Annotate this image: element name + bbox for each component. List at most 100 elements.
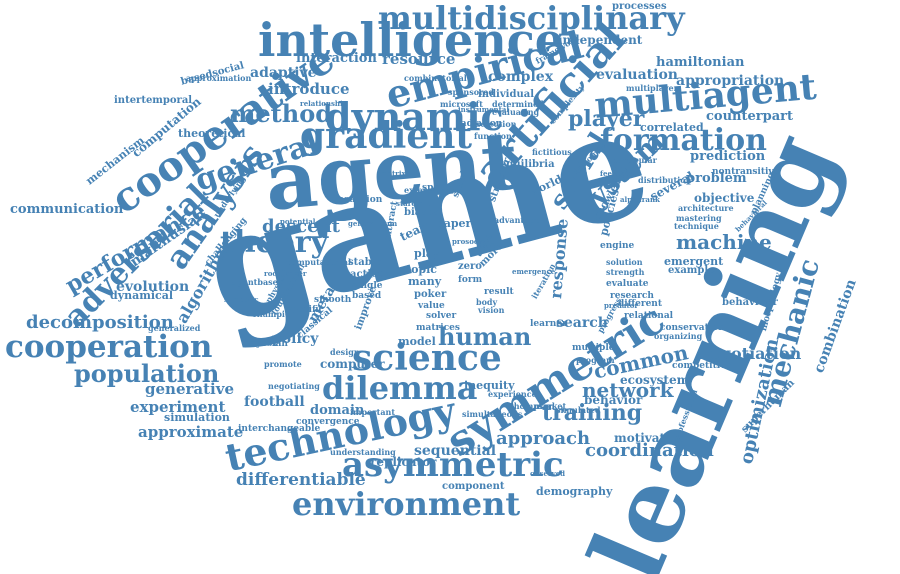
word: alpharank — [620, 195, 660, 204]
word: intertemporal — [114, 95, 193, 106]
word: generative — [145, 380, 234, 398]
word: program — [576, 355, 615, 365]
word: emergent — [664, 255, 724, 268]
word: relational — [624, 311, 674, 321]
word: convergence — [296, 417, 360, 427]
word: search — [556, 315, 608, 331]
word: combination — [811, 277, 860, 376]
word: multiplayer — [626, 83, 678, 93]
word: policy — [272, 331, 319, 347]
word: environment — [292, 485, 521, 523]
word: negotiating — [268, 381, 320, 391]
word: simultaneous — [462, 409, 523, 419]
word: independent — [558, 33, 643, 47]
word: feedback — [600, 169, 636, 178]
word: vision — [478, 305, 505, 315]
word: topic — [406, 263, 437, 276]
word: example — [668, 265, 715, 276]
word: football — [244, 394, 305, 410]
word: generalized — [148, 323, 201, 333]
word: form — [458, 275, 483, 285]
word: conservation — [660, 323, 725, 333]
word: combinatorial — [404, 73, 467, 83]
word: paper — [436, 217, 472, 230]
word: correlated — [640, 121, 704, 134]
word: fictitious — [532, 147, 572, 157]
word: individual — [478, 89, 535, 100]
word: many — [408, 275, 442, 288]
word: research — [610, 291, 654, 301]
word: approximation — [186, 73, 252, 83]
word: value — [418, 301, 445, 311]
word: dilemma — [322, 369, 478, 407]
word: result — [484, 287, 514, 297]
word: determined — [492, 99, 544, 109]
word: response — [546, 217, 572, 300]
word: task — [480, 241, 502, 251]
word: equilibria — [500, 159, 555, 170]
word: distribution — [638, 175, 692, 185]
word: negotiation — [698, 344, 802, 363]
word: coalition — [338, 195, 383, 205]
word: differentiable — [236, 470, 366, 490]
word: intelligence — [258, 13, 565, 67]
word: general-sum — [348, 219, 398, 228]
word: hamiltonian — [656, 55, 745, 70]
word: adaptive — [250, 65, 317, 81]
word: symbolic — [224, 295, 259, 304]
word: decomposition — [26, 312, 174, 333]
word: domain — [310, 403, 365, 418]
word: method — [230, 99, 332, 128]
word: experience — [488, 389, 537, 399]
word: microsoft — [440, 99, 483, 109]
word: machine — [676, 230, 772, 254]
word: gradient — [300, 115, 473, 157]
word: evaluation — [596, 67, 678, 83]
word: extend — [404, 185, 435, 195]
word: processes — [612, 1, 667, 12]
word: descent — [262, 216, 340, 237]
word: organizing — [654, 331, 703, 341]
word: body — [476, 297, 498, 307]
word: asymmetric — [342, 445, 564, 485]
word: training — [542, 400, 643, 426]
word: radiation — [456, 119, 503, 129]
word: emergence — [512, 267, 556, 276]
word: understanding — [330, 447, 396, 457]
word: strength — [606, 267, 645, 277]
word: smooth — [314, 295, 352, 305]
word: objective — [694, 191, 755, 205]
word: function — [474, 131, 512, 141]
word: advantage — [494, 215, 540, 225]
word: theory — [220, 225, 329, 260]
word: counterpart — [706, 109, 793, 124]
word: observed — [530, 469, 566, 478]
word: multidisciplinary — [378, 0, 685, 37]
word: prosocial — [452, 237, 488, 246]
word: starcraft — [396, 199, 431, 208]
word: predator — [604, 301, 639, 310]
word: coordination — [585, 440, 714, 461]
word: particular — [612, 155, 657, 165]
word: science — [352, 337, 502, 379]
word: different — [618, 299, 662, 309]
word: matrices — [416, 323, 460, 333]
word: solver — [426, 311, 457, 321]
word: evolution — [116, 279, 190, 295]
word: simulation — [164, 411, 230, 424]
word: agentbased — [232, 277, 284, 287]
word: evaluating — [492, 107, 540, 117]
word: multiple — [572, 343, 615, 353]
word: approach — [496, 428, 591, 449]
word: instrumental — [458, 105, 510, 114]
word: network — [582, 378, 674, 402]
word: bayesian — [244, 339, 288, 349]
word: sequential — [414, 443, 497, 459]
word: relationship — [300, 99, 348, 108]
word: cooperation — [5, 329, 213, 365]
word: behavior — [584, 393, 643, 407]
word: complex — [488, 69, 554, 85]
word: based — [352, 291, 382, 301]
word: interchangeable — [238, 424, 321, 434]
